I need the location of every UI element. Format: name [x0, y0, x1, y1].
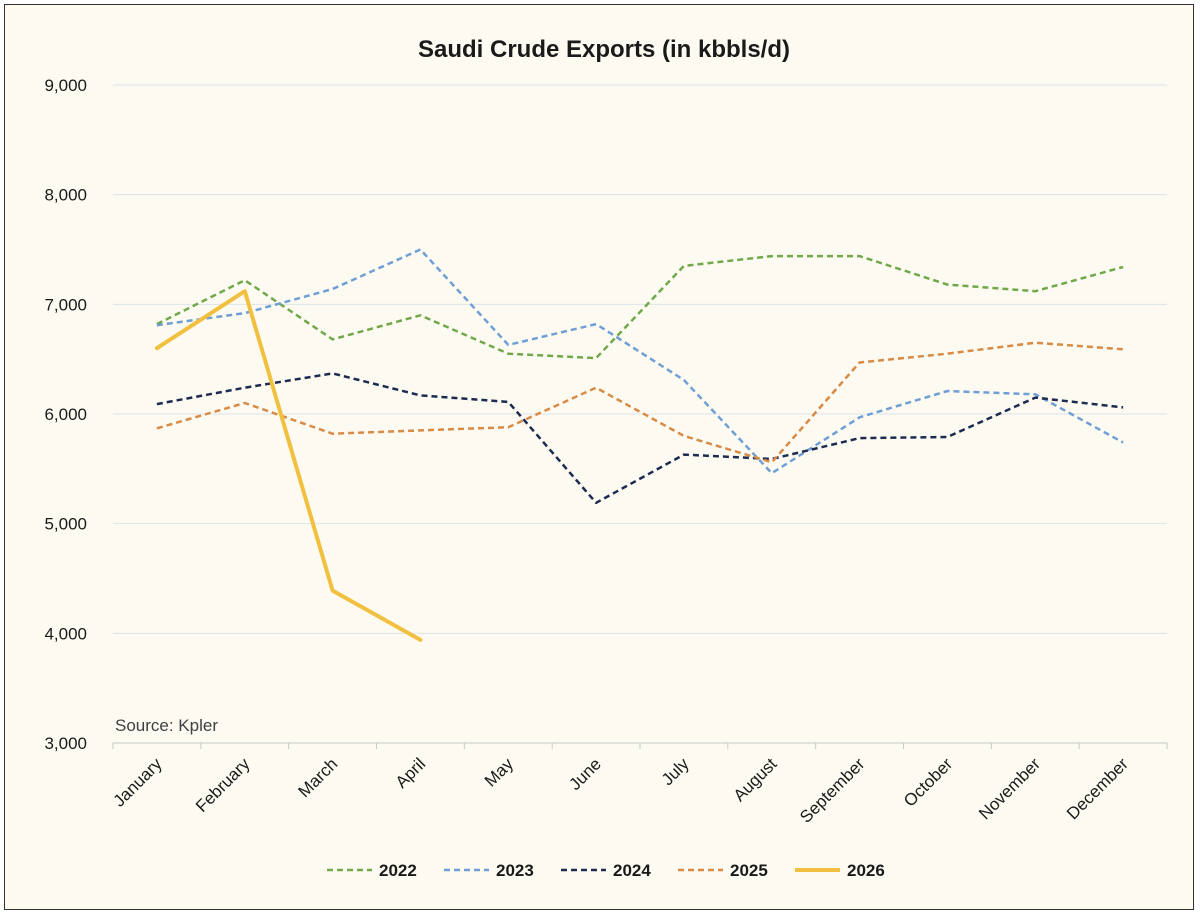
x-tick-label: March [295, 754, 342, 801]
y-axis: 3,000 4,000 5,000 6,000 7,000 8,000 9,000 [44, 76, 87, 753]
x-tick-label: October [900, 754, 956, 810]
y-tick-label: 3,000 [44, 734, 87, 753]
x-tick-label: July [658, 754, 693, 789]
x-tick-label: August [730, 754, 781, 805]
series-line-2022 [156, 254, 1124, 360]
gridlines [113, 84, 1167, 744]
y-tick-label: 9,000 [44, 76, 87, 95]
series-lines [154, 248, 1124, 642]
x-axis: January February March April May June July Augu… [110, 743, 1168, 827]
legend-label-2022: 2022 [379, 861, 417, 880]
line-chart: Saudi Crude Exports (in kbbls/d) 3,000 4,… [44, 36, 1168, 880]
y-tick-label: 7,000 [44, 295, 87, 314]
x-tick-label: February [192, 754, 254, 816]
y-tick-label: 4,000 [44, 624, 87, 643]
x-tick-label: May [481, 754, 517, 790]
series-line-2025 [156, 341, 1124, 464]
legend-label-2024: 2024 [613, 861, 651, 880]
y-tick-label: 8,000 [44, 186, 87, 205]
y-tick-label: 6,000 [44, 405, 87, 424]
chart-title: Saudi Crude Exports (in kbbls/d) [418, 36, 790, 63]
x-tick-label: December [1063, 754, 1132, 823]
legend-label-2025: 2025 [730, 861, 768, 880]
x-tick-label: November [975, 754, 1044, 823]
legend-label-2023: 2023 [496, 861, 534, 880]
x-tick-label: April [392, 754, 429, 791]
y-tick-label: 5,000 [44, 515, 87, 534]
x-tick-label: January [110, 754, 167, 811]
x-tick-label: June [565, 754, 605, 794]
x-tick-label: September [796, 754, 868, 826]
legend-label-2026: 2026 [847, 861, 885, 880]
series-line-2024 [156, 372, 1124, 505]
chart-frame: Saudi Crude Exports (in kbbls/d) 3,000 4,… [4, 4, 1194, 910]
source-note: Source: Kpler [115, 716, 218, 735]
legend: 2022 2023 2024 2025 2026 [327, 861, 885, 880]
series-line-2026 [154, 289, 423, 642]
series-line-2023 [156, 248, 1124, 475]
